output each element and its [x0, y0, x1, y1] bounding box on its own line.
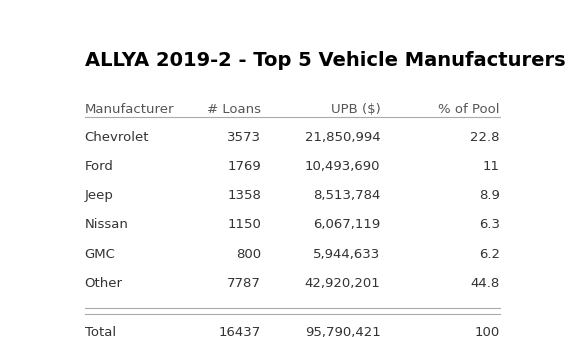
Text: ALLYA 2019-2 - Top 5 Vehicle Manufacturers: ALLYA 2019-2 - Top 5 Vehicle Manufacture… [84, 51, 565, 70]
Text: 8.9: 8.9 [479, 189, 500, 203]
Text: 11: 11 [483, 160, 500, 173]
Text: 44.8: 44.8 [470, 277, 500, 289]
Text: 1769: 1769 [227, 160, 261, 173]
Text: 1150: 1150 [227, 218, 261, 232]
Text: Other: Other [84, 277, 123, 289]
Text: 6.3: 6.3 [479, 218, 500, 232]
Text: Jeep: Jeep [84, 189, 113, 203]
Text: Ford: Ford [84, 160, 113, 173]
Text: Total: Total [84, 327, 116, 337]
Text: 100: 100 [474, 327, 500, 337]
Text: 3573: 3573 [227, 131, 261, 144]
Text: 10,493,690: 10,493,690 [305, 160, 381, 173]
Text: 95,790,421: 95,790,421 [305, 327, 381, 337]
Text: 7787: 7787 [227, 277, 261, 289]
Text: 1358: 1358 [227, 189, 261, 203]
Text: Chevrolet: Chevrolet [84, 131, 149, 144]
Text: UPB ($): UPB ($) [331, 103, 381, 116]
Text: Manufacturer: Manufacturer [84, 103, 174, 116]
Text: 8,513,784: 8,513,784 [313, 189, 381, 203]
Text: GMC: GMC [84, 247, 115, 261]
Text: 800: 800 [236, 247, 261, 261]
Text: Nissan: Nissan [84, 218, 128, 232]
Text: 6,067,119: 6,067,119 [314, 218, 381, 232]
Text: 6.2: 6.2 [479, 247, 500, 261]
Text: 16437: 16437 [219, 327, 261, 337]
Text: % of Pool: % of Pool [438, 103, 500, 116]
Text: # Loans: # Loans [207, 103, 261, 116]
Text: 22.8: 22.8 [470, 131, 500, 144]
Text: 42,920,201: 42,920,201 [305, 277, 381, 289]
Text: 5,944,633: 5,944,633 [314, 247, 381, 261]
Text: 21,850,994: 21,850,994 [305, 131, 381, 144]
